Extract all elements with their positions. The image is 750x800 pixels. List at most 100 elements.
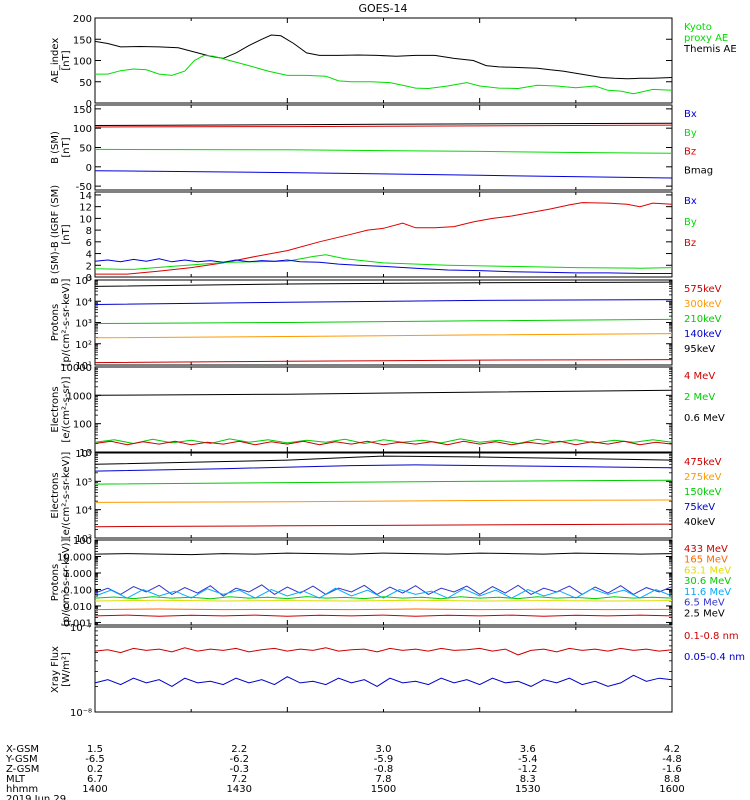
y-tick-label: 10² — [75, 340, 92, 351]
panel-frame — [94, 366, 673, 453]
y-axis-label: [e/(cm²-s-sr)] — [61, 376, 72, 442]
y-tick-label: 50 — [79, 144, 92, 155]
x-tick-value: 7.8 — [376, 774, 392, 785]
x-tick-value: 2.2 — [231, 744, 247, 755]
legend-entry: Themis AE — [683, 44, 737, 55]
panel-7: 100 10.000 1.000 0.100 0.010 0.001 Protons [p/(… — [50, 536, 731, 629]
y-axis-label: [p/(cm²-s-sr-keV)] — [61, 539, 72, 627]
x-tick-value: -5.4 — [518, 754, 538, 765]
legend-entry: 165 MeV — [684, 555, 728, 566]
y-tick-label: 10⁻⁷ — [70, 623, 92, 634]
series-line-11-6-mev — [94, 587, 673, 599]
legend-entry: 433 MeV — [684, 544, 728, 555]
x-tick-value: 8.3 — [520, 774, 536, 785]
series-line-by — [94, 254, 673, 270]
y-tick-label: 0 — [86, 99, 92, 110]
y-tick-label: 12 — [79, 203, 92, 214]
series-line-bx — [94, 170, 673, 179]
x-tick-value: 4.2 — [664, 744, 680, 755]
x-tick-value: -5.9 — [374, 754, 394, 765]
x-tick-value: -1.2 — [518, 764, 538, 775]
y-axis-label: [W/m²] — [61, 652, 72, 687]
panel-2: 150 100 50 0 -50 B (SM) [nT] Bx By Bz Bmag — [50, 104, 713, 193]
legend-entry: 275keV — [684, 472, 722, 483]
legend-entry: Bz — [684, 147, 696, 158]
y-tick-label: 10⁵ — [75, 477, 92, 488]
legend-entry: 95keV — [684, 344, 715, 355]
y-tick-label: 10⁴ — [75, 297, 92, 308]
series-line-bx — [94, 258, 672, 274]
y-tick-label: -50 — [76, 182, 92, 193]
y-axis-label: Electrons — [50, 386, 61, 432]
y-tick-label: 200 — [73, 14, 92, 25]
y-tick-label: 100 — [73, 420, 92, 431]
x-tick-value: 3.6 — [520, 744, 536, 755]
legend-entry: Bz — [684, 238, 696, 249]
y-axis-label: B (SM) — [50, 131, 61, 164]
y-tick-label: 0 — [86, 163, 92, 174]
y-axis-label: [e/(cm²-s-sr-keV)] — [61, 452, 72, 540]
x-tick-value: -1.6 — [662, 764, 682, 775]
series-line-by — [94, 148, 673, 154]
y-tick-label: 1.000 — [63, 569, 92, 580]
legend-entry: Bx — [684, 109, 697, 120]
panel-frame — [94, 17, 673, 104]
x-tick-value: -4.8 — [662, 754, 682, 765]
legend-entry: 575keV — [684, 284, 722, 295]
y-tick-label: 4 — [86, 250, 92, 261]
legend-entry: 63.1 MeV — [684, 565, 731, 576]
legend-entry: 4 MeV — [684, 371, 715, 382]
legend-entry: 300keV — [684, 299, 722, 310]
legend-entry: 475keV — [684, 457, 722, 468]
x-tick-value: 1500 — [371, 784, 396, 795]
y-tick-label: 0 — [86, 273, 92, 284]
y-axis-label: Protons — [50, 304, 61, 341]
y-axis-label: B (SM)-B (IGRF (SM) — [50, 185, 61, 284]
series-line-bz — [94, 124, 673, 128]
y-tick-label: 150 — [73, 105, 92, 116]
y-tick-label: 10000 — [60, 363, 92, 374]
legend-entry: 75keV — [684, 502, 715, 513]
y-tick-label: 0.010 — [63, 602, 92, 613]
y-tick-label: 14 — [79, 191, 92, 202]
x-tick-value: 1530 — [515, 784, 540, 795]
series-line-40kev — [94, 455, 673, 465]
legend-entry: 2 MeV — [684, 392, 715, 403]
series-line-475kev — [94, 523, 673, 528]
legend-entry: 6.5 MeV — [684, 598, 725, 609]
y-tick-label: 10⁵ — [75, 276, 92, 287]
legend-entry: Bx — [684, 196, 697, 207]
x-row-label: hhmm — [6, 784, 38, 795]
y-tick-label: 10.000 — [57, 552, 92, 563]
y-tick-label: 8 — [86, 226, 92, 237]
y-tick-label: 10³ — [75, 319, 92, 330]
x-tick-value: 1400 — [82, 784, 107, 795]
legend-entry: 140keV — [684, 329, 722, 340]
y-axis-label: Xray Flux — [50, 646, 61, 693]
series-line-bmag — [94, 122, 673, 126]
y-tick-label: 6 — [86, 238, 92, 249]
panel-8: 10⁻⁷ 10⁻⁸ Xray Flux [W/m²] 0.1-0.8 nm 0.05-0.… — [50, 623, 745, 719]
x-row-label: MLT — [6, 774, 26, 785]
y-tick-label: 10⁶ — [75, 449, 92, 460]
y-tick-label: 10 — [79, 448, 92, 459]
y-tick-label: 100 — [73, 124, 92, 135]
series-line-150kev — [94, 479, 673, 485]
panel-frame — [94, 191, 673, 278]
series-line-4-mev — [94, 440, 673, 446]
series-line-0-05-0-4-nm — [94, 674, 673, 687]
legend-entry: By — [684, 128, 697, 139]
y-tick-label: 1000 — [67, 391, 92, 402]
x-tick-value: 8.8 — [664, 774, 680, 785]
y-tick-label: 0.100 — [63, 585, 92, 596]
y-tick-label: 100 — [73, 57, 92, 68]
x-tick-value: -0.8 — [374, 764, 394, 775]
x-row-label: Y-GSM — [5, 754, 38, 765]
x-tick-value: 1600 — [659, 784, 684, 795]
y-tick-label: 10³ — [75, 534, 92, 545]
panel-5: 10000 1000 100 10 Electrons [e/(cm²-s-sr)] 4 M… — [50, 363, 725, 459]
